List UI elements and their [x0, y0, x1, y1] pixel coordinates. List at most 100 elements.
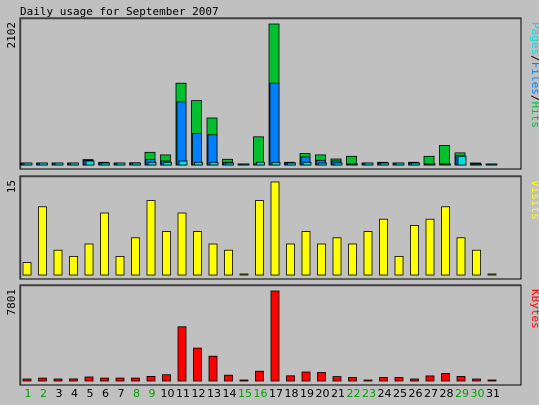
bar-kbytes-day-2 — [38, 377, 47, 382]
bar-kbytes-day-30 — [472, 378, 481, 382]
x-tick-label: 12 — [192, 387, 206, 400]
bar-visits-day-11 — [177, 212, 187, 276]
x-tick-label: 13 — [207, 387, 221, 400]
series-kbytes — [22, 290, 497, 382]
bar-visits-day-1 — [22, 262, 32, 276]
bar-visits-day-15 — [239, 273, 249, 276]
bar-visits-day-23 — [363, 231, 373, 276]
bar-visits-day-24 — [379, 218, 388, 276]
bar-kbytes-day-15 — [239, 379, 249, 382]
bar-kbytes-day-5 — [84, 376, 94, 382]
bar-kbytes-day-20 — [317, 372, 326, 382]
bar-pages-day-23 — [364, 162, 374, 166]
bar-kbytes-day-19 — [301, 371, 311, 382]
bar-kbytes-day-8 — [131, 377, 140, 382]
chart-title: Daily usage for September 2007 — [20, 5, 219, 18]
bar-files-day-17 — [269, 82, 280, 166]
bar-visits-day-30 — [472, 249, 481, 276]
bar-visits-day-19 — [301, 231, 311, 276]
x-tick-label: 16 — [254, 387, 268, 400]
x-tick-label: 11 — [176, 387, 190, 400]
bar-visits-day-18 — [286, 243, 295, 276]
bar-pages-day-10 — [163, 161, 172, 166]
bar-visits-day-31 — [487, 273, 497, 276]
bar-pages-day-7 — [116, 162, 126, 166]
x-tick-label: 31 — [486, 387, 500, 400]
bar-kbytes-day-4 — [69, 378, 78, 382]
panel-legend: KBytes — [529, 289, 539, 329]
bar-kbytes-day-21 — [332, 376, 342, 382]
x-tick-label: 14 — [223, 387, 237, 400]
x-tick-label: 2 — [40, 387, 47, 400]
x-tick-label: 4 — [71, 387, 78, 400]
bar-visits-day-8 — [131, 237, 140, 276]
bar-pages-day-24 — [380, 162, 389, 166]
bar-pages-day-6 — [101, 162, 110, 166]
bar-visits-day-12 — [193, 231, 202, 276]
x-tick-label: 29 — [455, 387, 469, 400]
bar-pages-day-15 — [240, 163, 250, 166]
x-tick-label: 15 — [238, 387, 252, 400]
legend-entry: KBytes — [529, 289, 539, 329]
y-max-label: 15 — [5, 180, 18, 193]
x-tick-label: 1 — [25, 387, 32, 400]
bar-pages-day-20 — [318, 162, 327, 166]
bar-visits-day-27 — [425, 218, 435, 276]
bar-visits-day-25 — [394, 255, 404, 276]
x-tick-label: 30 — [471, 387, 485, 400]
x-tick-label: 22 — [347, 387, 361, 400]
bar-pages-day-18 — [287, 162, 296, 166]
bar-hits-day-28 — [439, 145, 450, 166]
bar-visits-day-28 — [441, 206, 450, 276]
panel-legend: Pages/Files/Hits — [529, 22, 539, 128]
bar-visits-day-26 — [410, 224, 419, 276]
bar-visits-day-16 — [255, 200, 264, 276]
bar-kbytes-day-22 — [348, 377, 357, 382]
bar-pages-day-26 — [411, 162, 420, 166]
x-tick-label: 18 — [285, 387, 299, 400]
bar-pages-day-4 — [70, 162, 79, 166]
legend-entry: Files — [529, 62, 539, 95]
series-pages — [23, 155, 498, 166]
bar-visits-day-21 — [332, 237, 342, 276]
bar-kbytes-day-11 — [177, 326, 187, 382]
bar-pages-day-31 — [488, 163, 498, 166]
bar-kbytes-day-24 — [379, 377, 388, 382]
bar-kbytes-day-9 — [146, 375, 156, 382]
x-tick-label: 23 — [362, 387, 376, 400]
bar-pages-day-28 — [442, 163, 451, 166]
bar-kbytes-day-17 — [270, 290, 280, 382]
x-tick-label: 25 — [393, 387, 407, 400]
bar-visits-day-22 — [348, 243, 357, 276]
bar-visits-day-20 — [317, 243, 326, 276]
x-tick-label: 8 — [133, 387, 140, 400]
bar-visits-day-9 — [146, 200, 156, 276]
bar-visits-day-4 — [69, 255, 78, 276]
bar-kbytes-day-27 — [425, 375, 435, 382]
bar-pages-day-8 — [132, 162, 141, 166]
legend-entry: Pages — [529, 22, 539, 55]
bar-kbytes-day-31 — [487, 379, 497, 382]
bar-kbytes-day-10 — [162, 374, 171, 382]
legend-entry: Visits — [529, 180, 539, 220]
bar-kbytes-day-1 — [22, 378, 32, 382]
legend-entry: / — [529, 95, 539, 102]
bar-pages-day-5 — [85, 160, 95, 166]
bar-pages-day-2 — [39, 162, 48, 166]
bar-visits-day-14 — [224, 249, 233, 276]
bar-kbytes-day-3 — [53, 378, 63, 382]
y-max-label: 7801 — [5, 289, 18, 316]
bar-visits-day-17 — [270, 181, 280, 276]
bar-pages-day-13 — [209, 161, 219, 166]
bar-pages-day-25 — [395, 162, 405, 166]
bar-visits-day-29 — [456, 237, 466, 276]
bar-kbytes-day-16 — [255, 370, 264, 382]
x-tick-label: 20 — [316, 387, 330, 400]
bar-pages-day-21 — [333, 162, 343, 166]
bar-kbytes-day-25 — [394, 377, 404, 382]
x-tick-label: 19 — [300, 387, 314, 400]
bar-pages-day-1 — [23, 162, 33, 166]
bar-kbytes-day-6 — [100, 377, 109, 382]
